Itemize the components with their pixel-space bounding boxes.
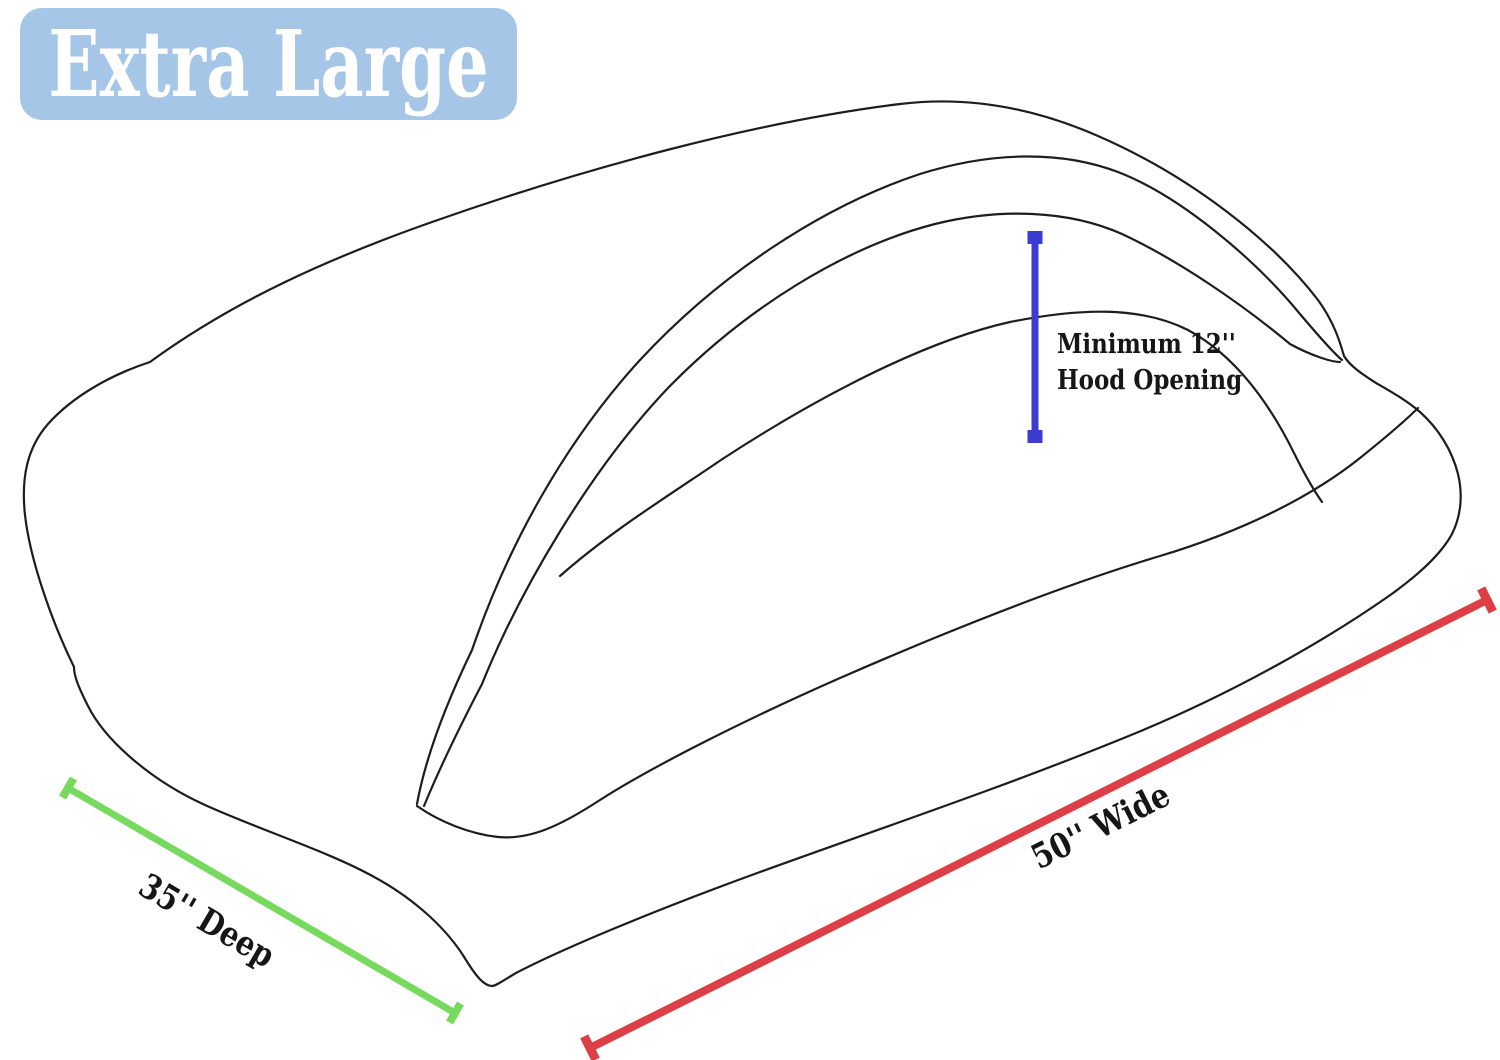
width-dimension-cap-right	[1477, 586, 1497, 614]
bed-outline-path	[22, 100, 1462, 988]
hood-opening-label-line1: Minimum 12''	[1057, 329, 1236, 360]
dimension-hood-opening	[1027, 231, 1043, 443]
size-badge-label: Extra Large	[48, 10, 489, 118]
depth-dimension-line	[66, 784, 457, 1017]
size-badge: Extra Large	[20, 8, 517, 120]
hood-opening-label: Minimum 12'' Hood Opening	[1057, 327, 1242, 399]
depth-dimension-cap-left	[59, 776, 77, 800]
hood-rim-inner-path	[422, 212, 1342, 808]
hood-rim-outer-path	[415, 155, 1344, 806]
width-dimension-line	[588, 596, 1489, 1052]
hood-opening-label-line2: Hood Opening	[1057, 365, 1243, 396]
dimension-depth	[59, 776, 464, 1025]
depth-dimension-cap-right	[446, 1001, 464, 1025]
width-dimension-cap-left	[580, 1034, 600, 1060]
hood-opening-dimension-cap-top	[1027, 231, 1043, 244]
base-seam-path	[415, 406, 1420, 839]
hood-opening-dimension-cap-bottom	[1027, 430, 1043, 443]
dimension-width	[580, 586, 1497, 1060]
